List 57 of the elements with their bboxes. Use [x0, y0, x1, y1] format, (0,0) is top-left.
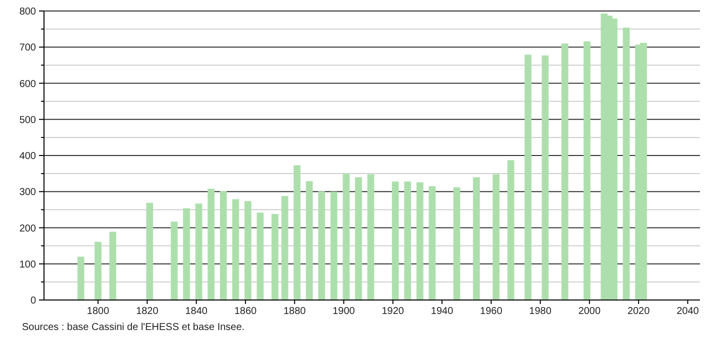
bar [208, 188, 215, 300]
y-tick-label: 700 [19, 42, 36, 54]
bar [109, 232, 116, 300]
bar [416, 182, 424, 300]
x-tick-label: 1800 [86, 306, 110, 317]
bar [355, 177, 362, 300]
bar [542, 55, 549, 300]
y-tick-label: 100 [19, 259, 36, 270]
bar [146, 202, 154, 300]
bar [183, 208, 190, 300]
y-tick-label: 200 [19, 223, 36, 234]
bar [232, 199, 240, 300]
y-tick-label: 800 [19, 6, 36, 18]
y-tick-label: 600 [19, 78, 36, 90]
bar [507, 160, 514, 300]
x-tick-label: 1880 [283, 306, 306, 317]
x-tick-label: 1920 [382, 306, 404, 317]
bar [524, 54, 532, 300]
x-tick-label: 1860 [234, 306, 258, 317]
bar [622, 28, 630, 300]
y-tick-label: 300 [19, 187, 36, 198]
bar [367, 174, 374, 300]
bar [306, 181, 313, 300]
bar [472, 177, 480, 300]
bar [170, 222, 178, 300]
source-note: Sources : base Cassini de l'EHESS et base Insee. [22, 322, 245, 333]
bar [392, 182, 399, 300]
x-tick-label: 1840 [185, 306, 208, 317]
bar [244, 201, 252, 300]
bar [404, 182, 412, 300]
bar [294, 165, 301, 300]
x-tick-label: 1820 [136, 306, 159, 317]
bar [256, 212, 264, 300]
x-tick-label: 1940 [430, 306, 454, 317]
bar [342, 174, 350, 300]
y-tick-label: 0 [30, 296, 36, 306]
bar [561, 44, 568, 300]
bar [220, 190, 227, 300]
bar [428, 186, 436, 300]
y-tick-label: 500 [19, 114, 36, 126]
bar [281, 196, 288, 300]
bar [77, 256, 84, 300]
bar [318, 191, 326, 300]
bar [330, 192, 338, 300]
bar [492, 174, 500, 300]
bar [94, 242, 102, 300]
y-tick-label: 400 [19, 151, 36, 162]
x-tick-label: 2040 [676, 306, 700, 317]
bar [272, 214, 278, 300]
bar [195, 204, 202, 300]
bar [453, 187, 460, 300]
x-tick-label: 1980 [529, 306, 552, 317]
bar [584, 41, 590, 300]
x-tick-label: 1900 [332, 306, 356, 317]
x-tick-label: 2000 [578, 306, 601, 317]
x-tick-label: 2020 [627, 306, 650, 317]
x-tick-label: 1960 [480, 306, 503, 317]
